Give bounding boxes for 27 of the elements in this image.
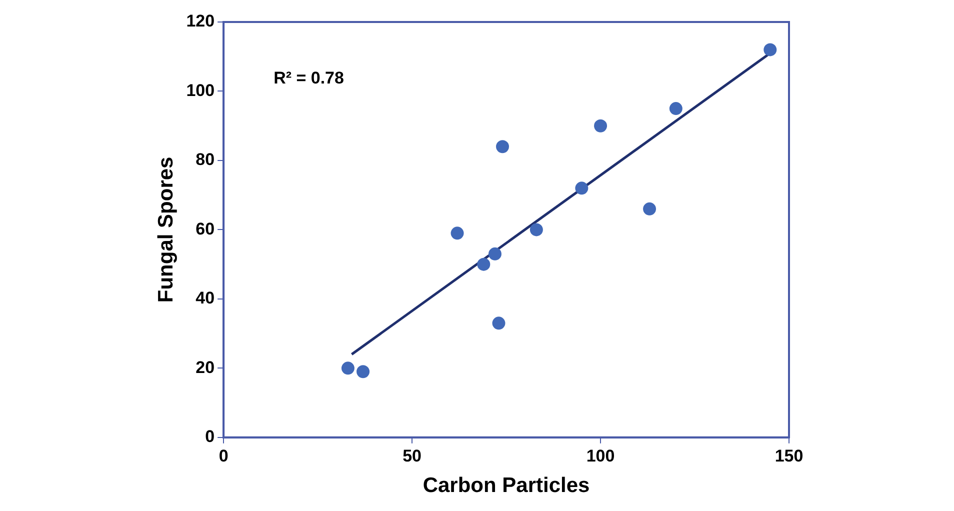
x-axis-title: Carbon Particles [422, 474, 590, 498]
x-tick-label: 100 [586, 446, 615, 466]
point [669, 102, 682, 116]
y-tick-label: 0 [205, 427, 215, 446]
point [492, 316, 506, 330]
y-tick-label: 120 [186, 12, 215, 31]
point [341, 362, 354, 375]
point [477, 258, 490, 271]
y-tick-label: 20 [196, 358, 215, 377]
y-tick-label: 80 [196, 150, 215, 170]
point [530, 223, 543, 236]
point [496, 140, 510, 154]
x-tick-label: 50 [402, 446, 422, 466]
point [575, 182, 588, 195]
x-tick-label: 150 [774, 446, 804, 466]
point [356, 365, 370, 378]
y-tick-label: 100 [186, 80, 215, 100]
point [643, 202, 656, 216]
point [488, 247, 502, 260]
y-axis-title: Fungal Spores [154, 156, 178, 303]
point [764, 43, 777, 56]
annotation: R² = 0.78 [274, 68, 344, 88]
point [594, 119, 608, 132]
x-tick-label: 0 [218, 446, 228, 466]
point [450, 226, 464, 240]
y-tick-label: 60 [196, 219, 215, 238]
y-tick-label: 40 [196, 288, 215, 308]
